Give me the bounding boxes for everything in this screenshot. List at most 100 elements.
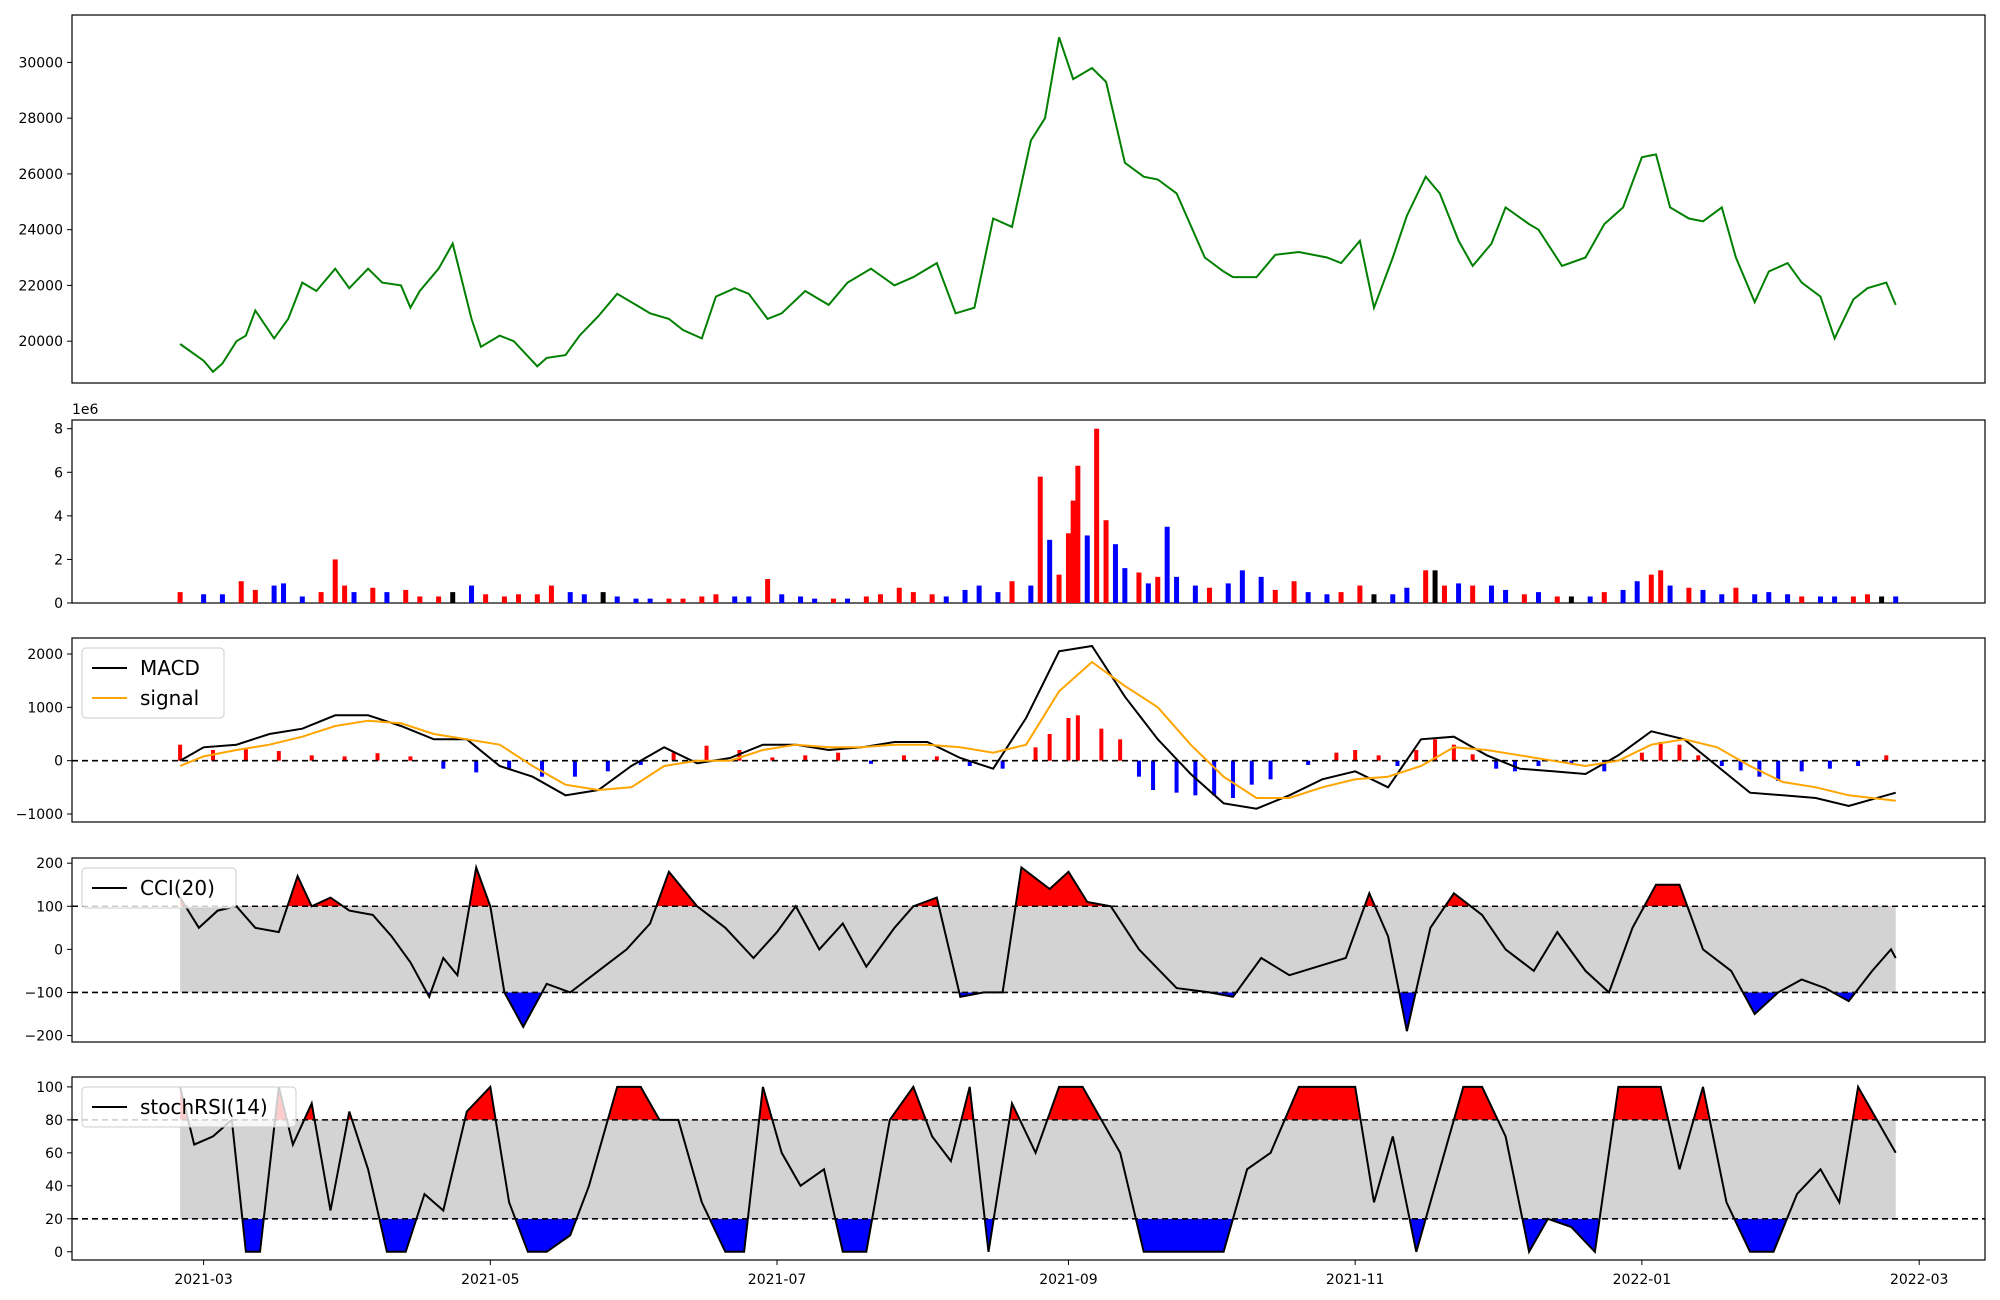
macd-legend-label: signal: [140, 686, 199, 710]
macd-hist-bar: [1249, 760, 1254, 785]
macd-hist-bar: [1099, 728, 1104, 761]
macd-hist-bar: [1569, 760, 1574, 764]
volume-ytick-label: 2: [54, 552, 63, 568]
volume-ytick-label: 4: [54, 509, 63, 525]
macd-hist-bar: [1738, 760, 1743, 771]
macd-hist-bar: [737, 750, 742, 761]
volume-bar: [1239, 570, 1245, 603]
volume-panel: 0 2 4 6 8 1e6: [54, 402, 1986, 612]
price-ytick-label: 24000: [18, 223, 63, 239]
macd-hist-bar: [1696, 755, 1701, 761]
macd-hist-bar: [1306, 760, 1311, 765]
volume-bar: [699, 596, 705, 603]
price-line: [179, 36, 1897, 374]
macd-hist-bar: [1033, 747, 1038, 761]
volume-bar: [1432, 570, 1438, 603]
macd-hist-bar: [1757, 760, 1762, 777]
volume-bar: [1155, 576, 1161, 603]
macd-hist-bar: [1066, 718, 1071, 761]
macd-hist-bar: [540, 760, 545, 777]
macd-hist-bar: [1136, 760, 1141, 777]
volume-bar: [534, 594, 540, 603]
price-ytick-label: 20000: [18, 334, 63, 350]
volume-bar: [1832, 596, 1838, 603]
cci-ytick-label: 100: [36, 899, 63, 915]
cci-ytick-label: −200: [25, 1029, 63, 1045]
volume-bar: [1136, 572, 1142, 603]
stochrsi-ytick-label: 40: [45, 1179, 63, 1195]
volume-bar: [1686, 587, 1692, 603]
macd-hist-bar: [1118, 739, 1123, 761]
volume-bar: [1037, 476, 1043, 603]
volume-bar: [1634, 581, 1640, 603]
volume-bar: [1667, 585, 1673, 603]
volume-bar: [1441, 585, 1447, 603]
macd-hist-bar: [474, 760, 479, 773]
volume-bar: [1893, 596, 1899, 603]
volume-bar: [1700, 589, 1706, 603]
volume-bar: [1423, 570, 1429, 603]
stochrsi-band-fill: [180, 1119, 1896, 1219]
volume-bar: [1620, 589, 1626, 603]
macd-hist-bar: [572, 760, 577, 777]
macd-hist-bar: [1151, 760, 1156, 790]
macd-axes-frame: [71, 637, 1986, 823]
volume-bar: [1192, 585, 1198, 603]
volume-bar: [732, 596, 738, 603]
macd-hist-bar: [342, 756, 347, 761]
price-ytick-label: 28000: [18, 111, 63, 127]
xtick-label: 2021-03: [174, 1272, 233, 1288]
volume-bar: [318, 592, 324, 603]
volume-bar: [1305, 592, 1311, 603]
macd-panel: −1000 0 1000 2000 MACD signal: [16, 637, 1986, 823]
volume-bar: [1879, 596, 1885, 603]
cci-line: [179, 863, 1897, 1032]
stochrsi-ytick-label: 80: [45, 1113, 63, 1129]
price-panel: 20000 22000 24000 26000 28000 30000: [18, 14, 1986, 384]
volume-bar: [1206, 587, 1212, 603]
price-axes-frame: [71, 14, 1986, 384]
stochrsi-panel: 0 20 40 60 80 100 stochRSI(14): [36, 1076, 1986, 1261]
volume-bar: [271, 585, 277, 603]
volume-bar: [201, 594, 207, 603]
macd-hist-bar: [1000, 760, 1005, 769]
volume-bar: [713, 594, 719, 603]
cci-band-fill: [180, 906, 1896, 993]
volume-bar: [1103, 520, 1109, 603]
volume-bar: [647, 598, 653, 603]
macd-hist-bar: [869, 760, 874, 764]
volume-bar: [219, 594, 225, 603]
volume-bar: [1324, 594, 1330, 603]
volume-bar: [281, 583, 287, 603]
macd-signal-line: [179, 660, 1896, 802]
volume-bar: [1225, 583, 1231, 603]
volume-bar: [666, 598, 672, 603]
volume-bar: [1719, 594, 1725, 603]
volume-bar: [1122, 568, 1128, 603]
macd-ytick-label: −1000: [16, 807, 63, 823]
macd-hist-bar: [276, 751, 281, 761]
volume-bar: [1521, 594, 1527, 603]
macd-hist-bar: [1047, 734, 1052, 761]
volume-bar: [830, 598, 836, 603]
volume-bar: [746, 596, 752, 603]
volume-bar: [238, 581, 244, 603]
stochrsi-oversold-fill: [180, 1218, 1896, 1252]
volume-bar: [1028, 585, 1034, 603]
macd-hist-bar: [605, 760, 610, 772]
volume-bar: [436, 596, 442, 603]
macd-hist-bar: [408, 756, 413, 761]
volume-bar: [332, 559, 338, 603]
xtick-label: 2021-05: [461, 1272, 520, 1288]
volume-bar: [1094, 428, 1100, 603]
macd-hist-bar: [1799, 760, 1804, 772]
macd-hist-bar: [441, 760, 446, 769]
volume-bar: [1766, 592, 1772, 603]
volume-ytick-label: 0: [54, 596, 63, 612]
macd-hist-bar: [1827, 760, 1832, 769]
volume-bar: [1850, 596, 1856, 603]
macd-hist-bar: [934, 756, 939, 761]
price-ytick-label: 30000: [18, 55, 63, 71]
volume-bar: [1587, 596, 1593, 603]
